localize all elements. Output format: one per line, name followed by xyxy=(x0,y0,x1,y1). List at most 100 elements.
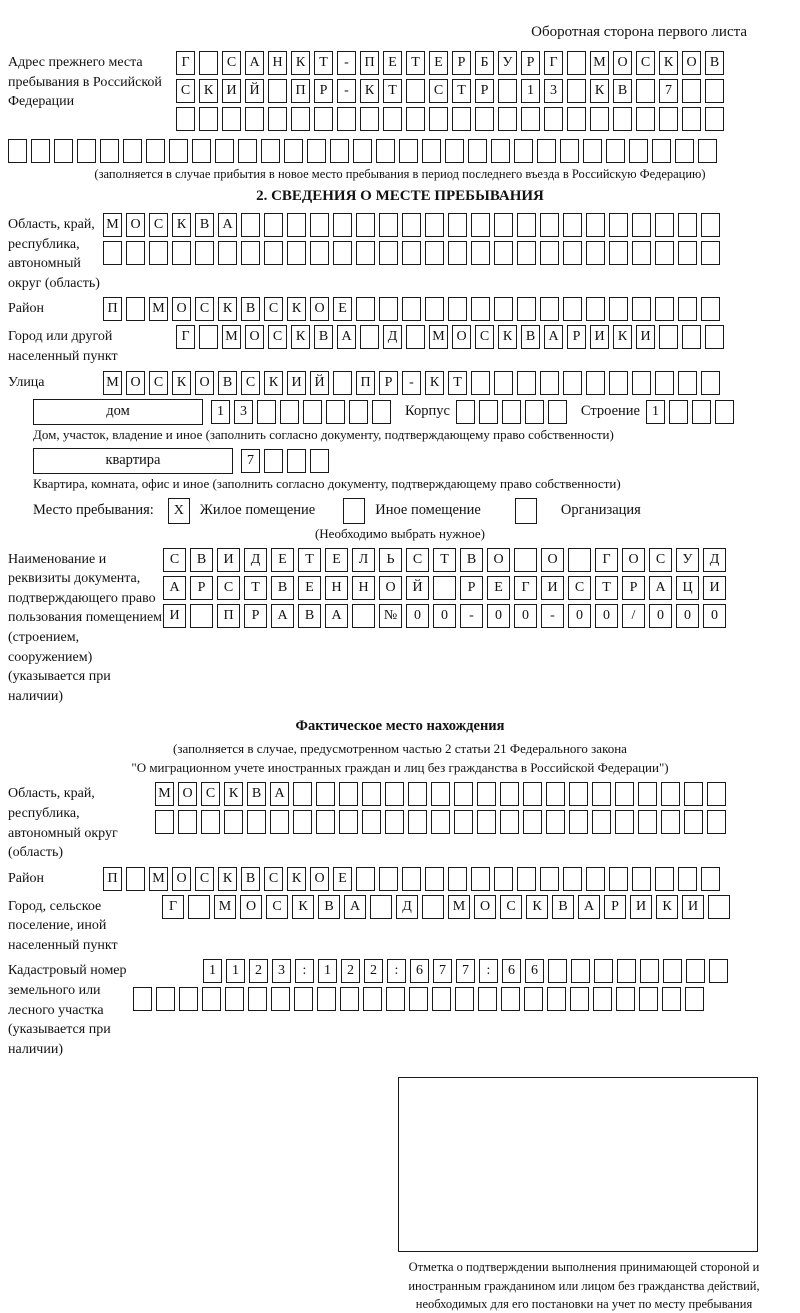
char-cell[interactable] xyxy=(705,107,724,131)
char-cell[interactable] xyxy=(422,139,441,163)
char-cell[interactable] xyxy=(31,139,50,163)
char-cell[interactable]: С xyxy=(149,370,168,395)
char-cell[interactable]: Л xyxy=(352,547,375,572)
char-cell[interactable] xyxy=(339,810,358,835)
char-cell[interactable]: О xyxy=(126,370,145,395)
char-cell[interactable] xyxy=(547,987,566,1012)
char-cell[interactable]: Г xyxy=(595,547,618,572)
char-cell[interactable] xyxy=(425,866,444,891)
char-cell[interactable]: М xyxy=(429,325,448,350)
char-cell[interactable] xyxy=(655,297,674,322)
char-cell[interactable]: С xyxy=(241,370,260,395)
char-cell[interactable]: К xyxy=(659,51,678,75)
char-cell[interactable] xyxy=(326,399,345,424)
char-cell[interactable]: А xyxy=(245,51,264,75)
char-cell[interactable]: В xyxy=(298,603,321,628)
char-cell[interactable] xyxy=(363,987,382,1012)
char-cell[interactable]: Т xyxy=(406,51,425,75)
char-cell[interactable] xyxy=(682,107,701,131)
char-cell[interactable]: С xyxy=(268,325,287,350)
char-cell[interactable]: К xyxy=(613,325,632,350)
char-cell[interactable]: И xyxy=(682,894,704,919)
char-cell[interactable]: В xyxy=(247,782,266,807)
char-cell[interactable]: Р xyxy=(314,79,333,103)
char-cell[interactable] xyxy=(77,139,96,163)
char-cell[interactable] xyxy=(310,241,329,265)
char-cell[interactable]: С xyxy=(201,782,220,807)
char-cell[interactable]: О xyxy=(474,894,496,919)
char-cell[interactable]: Е xyxy=(383,51,402,75)
char-cell[interactable]: М xyxy=(222,325,241,350)
char-cell[interactable]: В xyxy=(218,370,237,395)
char-cell[interactable]: : xyxy=(295,959,314,984)
char-cell[interactable] xyxy=(701,213,720,237)
char-cell[interactable]: О xyxy=(240,894,262,919)
char-cell[interactable] xyxy=(195,241,214,265)
char-cell[interactable] xyxy=(271,987,290,1012)
char-cell[interactable] xyxy=(408,782,427,807)
char-cell[interactable] xyxy=(356,297,375,322)
char-cell[interactable] xyxy=(330,139,349,163)
char-cell[interactable]: О xyxy=(310,297,329,322)
char-cell[interactable]: О xyxy=(613,51,632,75)
char-cell[interactable] xyxy=(477,782,496,807)
char-cell[interactable] xyxy=(707,782,726,807)
char-cell[interactable]: 7 xyxy=(456,959,475,984)
char-cell[interactable] xyxy=(517,297,536,322)
char-cell[interactable] xyxy=(691,399,711,424)
char-cell[interactable] xyxy=(310,448,329,473)
char-cell[interactable] xyxy=(176,107,195,131)
char-cell[interactable] xyxy=(701,866,720,891)
char-cell[interactable] xyxy=(431,782,450,807)
char-cell[interactable]: - xyxy=(402,370,421,395)
char-cell[interactable] xyxy=(547,399,567,424)
char-cell[interactable]: М xyxy=(155,782,174,807)
char-cell[interactable]: С xyxy=(149,213,168,237)
char-cell[interactable] xyxy=(199,51,218,75)
char-cell[interactable]: Н xyxy=(268,51,287,75)
char-cell[interactable] xyxy=(54,139,73,163)
char-cell[interactable] xyxy=(632,866,651,891)
char-cell[interactable]: Д xyxy=(703,547,726,572)
char-cell[interactable]: К xyxy=(498,325,517,350)
char-cell[interactable]: Р xyxy=(521,51,540,75)
char-cell[interactable]: М xyxy=(590,51,609,75)
char-cell[interactable] xyxy=(406,107,425,131)
char-cell[interactable]: Е xyxy=(333,297,352,322)
char-cell[interactable]: С xyxy=(163,547,186,572)
char-cell[interactable] xyxy=(264,448,283,473)
char-cell[interactable]: А xyxy=(649,575,672,600)
char-cell[interactable]: С xyxy=(264,866,283,891)
char-cell[interactable]: : xyxy=(479,959,498,984)
char-cell[interactable] xyxy=(659,325,678,350)
char-cell[interactable]: О xyxy=(178,782,197,807)
char-cell[interactable] xyxy=(663,959,682,984)
char-cell[interactable] xyxy=(454,810,473,835)
char-cell[interactable] xyxy=(685,987,704,1012)
char-cell[interactable] xyxy=(639,987,658,1012)
char-cell[interactable] xyxy=(468,139,487,163)
char-cell[interactable] xyxy=(615,782,634,807)
char-cell[interactable]: Т xyxy=(244,575,267,600)
char-cell[interactable] xyxy=(675,139,694,163)
char-cell[interactable] xyxy=(268,79,287,103)
char-cell[interactable]: Д xyxy=(244,547,267,572)
char-cell[interactable] xyxy=(567,79,586,103)
char-cell[interactable]: 0 xyxy=(487,603,510,628)
char-cell[interactable] xyxy=(169,139,188,163)
char-cell[interactable] xyxy=(356,866,375,891)
char-cell[interactable] xyxy=(613,107,632,131)
char-cell[interactable] xyxy=(199,107,218,131)
char-cell[interactable] xyxy=(629,139,648,163)
char-cell[interactable]: И xyxy=(217,547,240,572)
char-cell[interactable]: В xyxy=(195,213,214,237)
char-cell[interactable] xyxy=(270,810,289,835)
char-cell[interactable] xyxy=(560,139,579,163)
char-cell[interactable] xyxy=(523,810,542,835)
char-cell[interactable] xyxy=(261,139,280,163)
char-cell[interactable] xyxy=(632,297,651,322)
char-cell[interactable]: А xyxy=(163,575,186,600)
char-cell[interactable] xyxy=(686,959,705,984)
char-cell[interactable]: 7 xyxy=(659,79,678,103)
char-cell[interactable] xyxy=(126,241,145,265)
